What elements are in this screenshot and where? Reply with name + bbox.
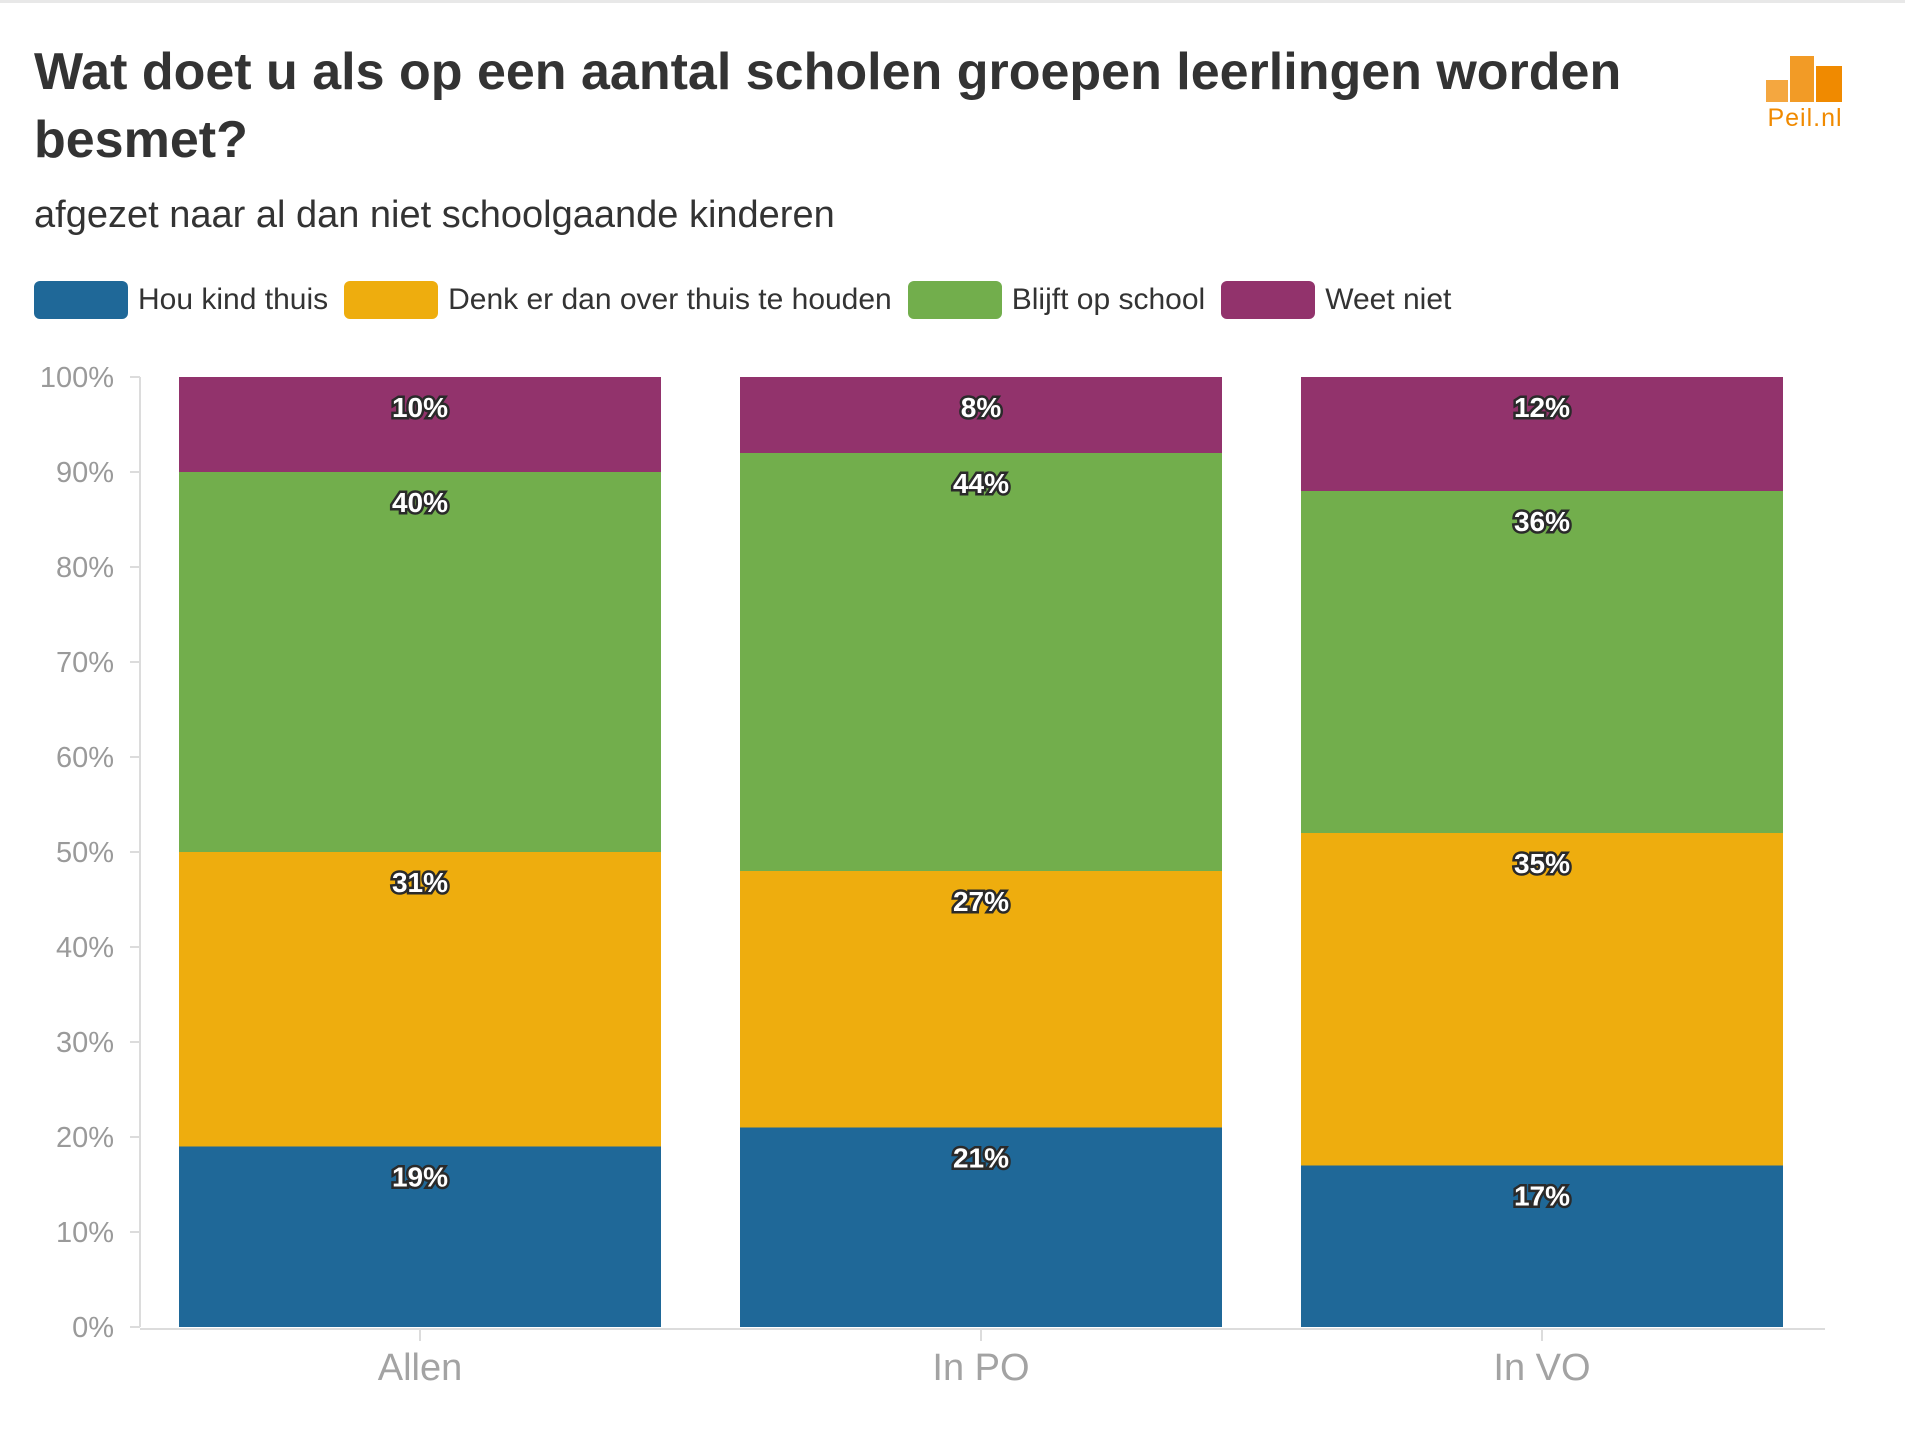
x-category-label: In PO: [932, 1347, 1029, 1389]
data-label: 17%: [1514, 1181, 1570, 1212]
x-category-label: In VO: [1493, 1347, 1590, 1389]
y-tick-label: 60%: [56, 742, 114, 774]
peil-logo: Peil.nl: [1760, 52, 1850, 142]
legend-swatch: [344, 281, 439, 319]
logo-bars-icon: [1766, 56, 1846, 102]
legend-label: Blijft op school: [1011, 283, 1206, 316]
y-tick-label: 70%: [56, 647, 114, 679]
bar-segment: [179, 852, 661, 1147]
data-label: 44%: [953, 468, 1009, 499]
legend-item-hou-kind-thuis[interactable]: Hou kind thuis: [34, 281, 328, 319]
data-label: 8%: [961, 392, 1002, 423]
y-tick-label: 80%: [56, 552, 114, 584]
bar-segment: [1301, 833, 1783, 1166]
legend-label: Denk er dan over thuis te houden: [448, 283, 892, 316]
legend-item-blijft-op-school[interactable]: Blijft op school: [907, 281, 1206, 319]
stacked-bar-chart: 0% 10% 20% 30% 40% 50% 60% 70% 80% 90% 100% 19% 31% 4…: [40, 362, 1825, 1389]
bar-segment: [740, 453, 1222, 871]
chart-title: Wat doet u als op een aantal scholen gro…: [34, 43, 1622, 169]
legend-label: Hou kind thuis: [138, 283, 329, 316]
legend-swatch: [907, 281, 1002, 319]
data-label: 10%: [392, 392, 448, 423]
legend-swatch: [34, 281, 128, 319]
data-label: 19%: [392, 1162, 448, 1193]
data-label: 35%: [1514, 848, 1570, 879]
y-tick-label: 100%: [40, 362, 114, 394]
y-tick-label: 30%: [56, 1027, 114, 1059]
legend-swatch: [1221, 281, 1316, 319]
y-tick-label: 10%: [56, 1217, 114, 1249]
bar-segment: [179, 1146, 661, 1327]
data-label: 31%: [392, 867, 448, 898]
y-tick-label: 50%: [56, 837, 114, 869]
y-tick-label: 0%: [72, 1312, 114, 1344]
legend: Hou kind thuis Denk er dan over thuis te…: [34, 280, 1467, 320]
top-rule: [0, 0, 1905, 3]
bar-segment: [179, 472, 661, 852]
y-tick-label: 40%: [56, 932, 114, 964]
bar-segment: [740, 871, 1222, 1128]
data-label: 12%: [1514, 392, 1570, 423]
legend-item-weet-niet[interactable]: Weet niet: [1221, 281, 1451, 319]
data-label: 36%: [1514, 506, 1570, 537]
bar-segment: [1301, 1165, 1783, 1327]
x-category-label: Allen: [378, 1347, 463, 1389]
y-tick-label: 20%: [56, 1122, 114, 1154]
bar-segment: [740, 377, 1222, 453]
bar-segment: [179, 377, 661, 472]
logo-text: Peil.nl: [1767, 104, 1843, 132]
data-label: 21%: [953, 1143, 1009, 1174]
data-label: 27%: [953, 886, 1009, 917]
y-tick-label: 90%: [56, 457, 114, 489]
chart-subtitle: afgezet naar al dan niet schoolgaande ki…: [34, 194, 835, 236]
bar-segment: [1301, 377, 1783, 491]
data-label: 40%: [392, 487, 448, 518]
legend-item-denk-er-over[interactable]: Denk er dan over thuis te houden: [344, 281, 892, 319]
bar-segment: [1301, 491, 1783, 833]
bar-segment: [740, 1127, 1222, 1327]
legend-label: Weet niet: [1325, 283, 1452, 316]
